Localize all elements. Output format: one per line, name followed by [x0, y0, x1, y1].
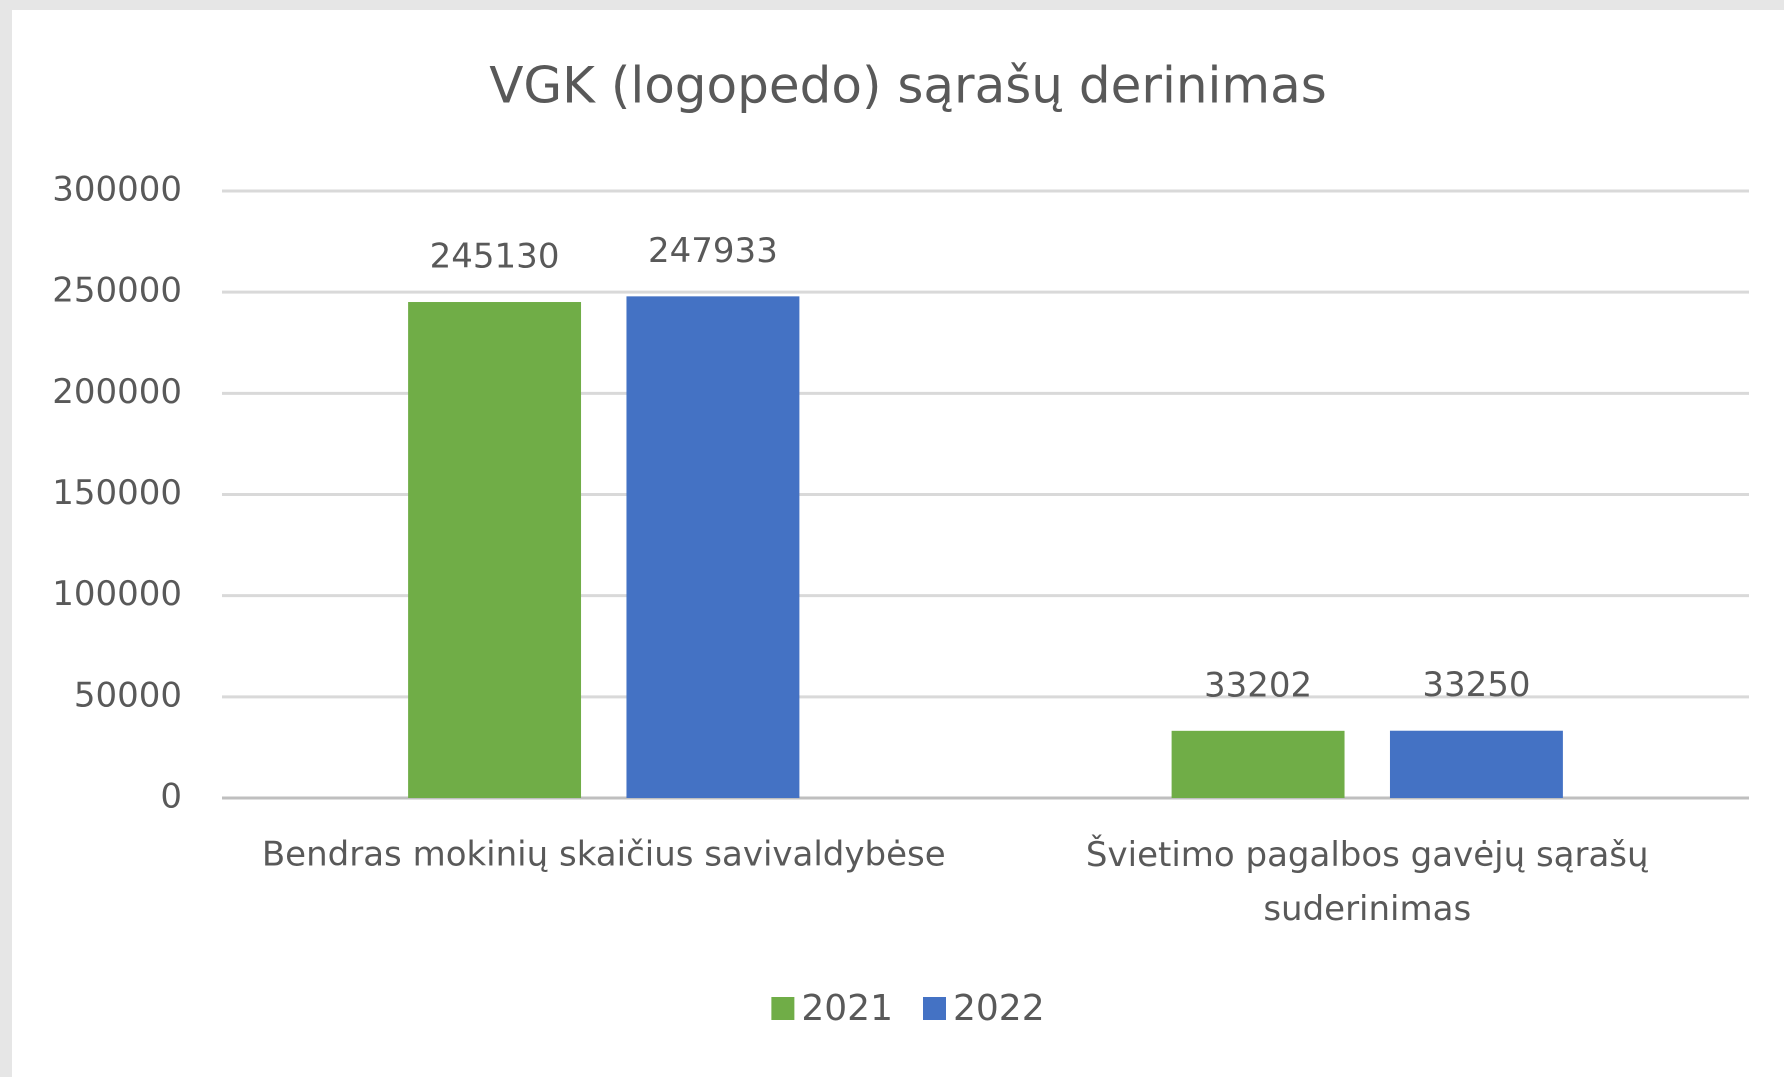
y-tick-label: 50000 [74, 675, 182, 715]
data-label: 33202 [1204, 665, 1312, 705]
legend-swatch [923, 997, 946, 1020]
y-tick-label: 250000 [52, 271, 182, 311]
y-tick-label: 100000 [52, 574, 182, 614]
legend-label: 2021 [801, 988, 893, 1029]
bar [1389, 730, 1563, 798]
x-tick-label: Švietimo pagalbos gavėjų sąrašų suderinim… [1086, 834, 1649, 929]
bar [1171, 730, 1345, 798]
data-label: 247933 [648, 231, 778, 271]
legend-swatch [771, 997, 795, 1020]
y-tick-label: 150000 [52, 473, 182, 513]
chart-title: VGK (logopedo) sąrašų derinimas [489, 57, 1327, 115]
y-tick-label: 200000 [52, 372, 182, 412]
legend-label: 2022 [953, 988, 1045, 1029]
legend: 2021 2022 [771, 988, 1045, 1029]
bar [626, 296, 800, 798]
data-label: 33250 [1422, 665, 1530, 705]
chart-area [12, 10, 1784, 1077]
y-tick-label: 0 [160, 777, 182, 817]
data-label: 245130 [430, 237, 560, 277]
bar [408, 302, 582, 798]
x-tick-label: Bendras mokinių skaičius savivaldybėse [262, 835, 946, 875]
y-tick-label: 300000 [52, 170, 182, 210]
